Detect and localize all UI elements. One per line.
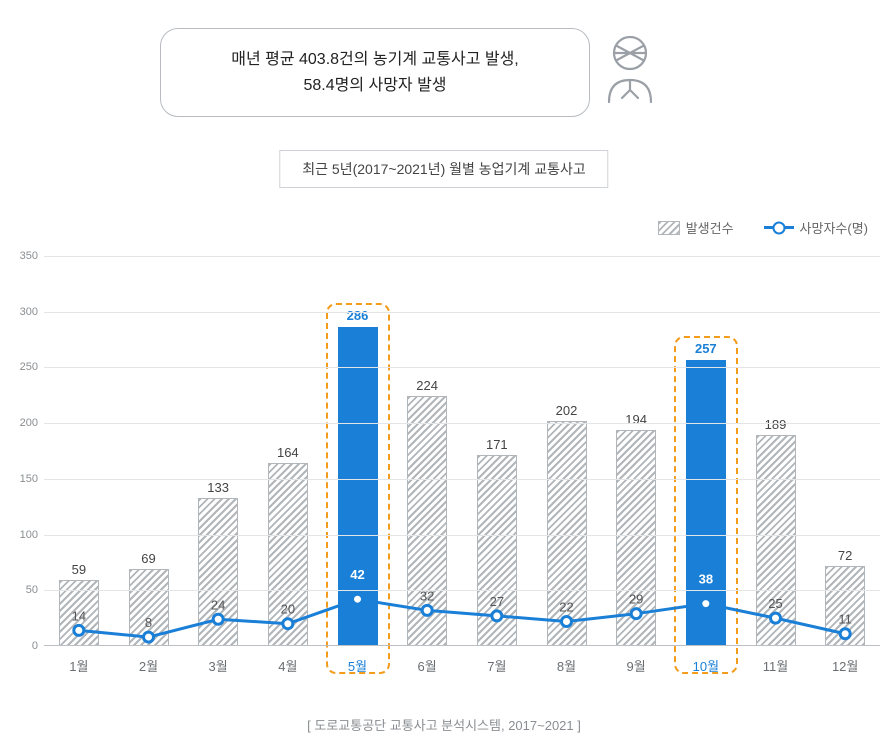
line-marker bbox=[771, 613, 781, 623]
line-value-label: 14 bbox=[72, 608, 86, 623]
line-value-label: 25 bbox=[768, 596, 782, 611]
x-tick: 5월 bbox=[348, 656, 367, 675]
x-axis: 1월 2월 3월 4월 5월 6월 7월 8월 9월 10월 11월 12월 bbox=[44, 650, 880, 676]
x-tick: 7월 bbox=[487, 656, 506, 675]
x-tick: 11월 bbox=[763, 656, 788, 675]
y-tick: 100 bbox=[20, 529, 38, 541]
legend-line-swatch bbox=[764, 226, 794, 229]
chart-plot: 596913316428622417120219425718972 148242… bbox=[44, 256, 880, 646]
injured-person-icon bbox=[595, 28, 665, 111]
gridline bbox=[44, 423, 880, 424]
y-tick: 200 bbox=[20, 417, 38, 429]
gridline bbox=[44, 367, 880, 368]
line-value-label: 24 bbox=[211, 597, 225, 612]
line-value-label: 29 bbox=[629, 592, 643, 607]
line-marker bbox=[701, 599, 711, 609]
y-tick: 300 bbox=[20, 306, 38, 318]
legend-line-label: 사망자수(명) bbox=[800, 218, 868, 237]
line-marker bbox=[144, 632, 154, 642]
legend-bars-label: 발생건수 bbox=[686, 218, 734, 237]
y-tick: 350 bbox=[20, 250, 38, 262]
line-marker bbox=[283, 619, 293, 629]
line-value-label: 42 bbox=[350, 567, 364, 582]
gridline bbox=[44, 535, 880, 536]
line-value-label: 27 bbox=[490, 594, 504, 609]
gridline bbox=[44, 312, 880, 313]
legend-bars: 발생건수 bbox=[658, 218, 734, 237]
y-tick: 0 bbox=[32, 640, 38, 652]
callout-line2: 58.4명의 사망자 발생 bbox=[197, 73, 553, 99]
line-series: 14824204232272229382511 bbox=[44, 256, 880, 646]
x-tick: 12월 bbox=[832, 656, 858, 675]
y-tick: 250 bbox=[20, 361, 38, 373]
x-tick: 2월 bbox=[139, 656, 158, 675]
line-marker bbox=[631, 609, 641, 619]
y-axis: 050100150200250300350 bbox=[8, 256, 42, 676]
chart-subtitle: 최근 5년(2017~2021년) 월별 농업기계 교통사고 bbox=[279, 150, 608, 188]
line-marker bbox=[353, 594, 363, 604]
x-tick: 4월 bbox=[278, 656, 297, 675]
x-tick: 10월 bbox=[693, 656, 719, 675]
source-label: [ 도로교통공단 교통사고 분석시스템, 2017~2021 ] bbox=[307, 715, 581, 734]
y-tick: 150 bbox=[20, 473, 38, 485]
x-tick: 1월 bbox=[69, 656, 88, 675]
gridline bbox=[44, 479, 880, 480]
line-marker bbox=[422, 605, 432, 615]
line-marker bbox=[74, 625, 84, 635]
gridline bbox=[44, 590, 880, 591]
line-value-label: 8 bbox=[145, 615, 152, 630]
line-value-label: 38 bbox=[699, 572, 713, 587]
line-marker bbox=[213, 614, 223, 624]
callout-box: 매년 평균 403.8건의 농기계 교통사고 발생, 58.4명의 사망자 발생 bbox=[160, 28, 590, 117]
gridline bbox=[44, 256, 880, 257]
chart: 050100150200250300350 596913316428622417… bbox=[8, 256, 880, 676]
line-marker bbox=[492, 611, 502, 621]
legend-bar-swatch bbox=[658, 221, 680, 235]
line-value-label: 22 bbox=[559, 599, 573, 614]
x-tick: 8월 bbox=[557, 656, 576, 675]
line-value-label: 11 bbox=[838, 612, 852, 627]
x-tick: 6월 bbox=[418, 656, 437, 675]
baseline bbox=[44, 645, 880, 646]
x-tick: 9월 bbox=[627, 656, 646, 675]
callout-line1: 매년 평균 403.8건의 농기계 교통사고 발생, bbox=[197, 47, 553, 73]
y-tick: 50 bbox=[26, 584, 38, 596]
line-marker bbox=[562, 616, 572, 626]
line-value-label: 20 bbox=[281, 602, 295, 617]
legend-line: 사망자수(명) bbox=[764, 218, 868, 237]
chart-legend: 발생건수 사망자수(명) bbox=[658, 218, 868, 237]
line-path bbox=[79, 599, 845, 637]
x-tick: 3월 bbox=[209, 656, 228, 675]
line-marker bbox=[840, 629, 850, 639]
